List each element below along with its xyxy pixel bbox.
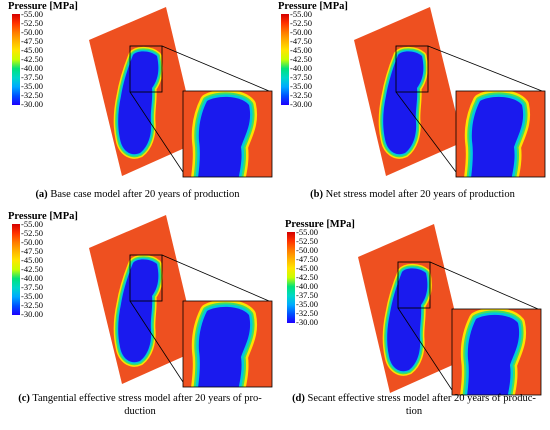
- depletion-plume: [382, 263, 432, 376]
- pressure-map: [89, 7, 273, 178]
- legend-tick-label: -52.50: [21, 228, 43, 238]
- zoom-inset: [183, 91, 272, 177]
- legend-tick-label: -55.00: [21, 219, 43, 229]
- legend-tick-label: -32.50: [296, 308, 318, 318]
- legend-tick-label: -30.00: [296, 317, 318, 327]
- legend-tick-label: -35.00: [21, 81, 43, 91]
- zoom-connector: [161, 254, 270, 302]
- legend-tick-label: -42.50: [21, 54, 43, 64]
- legend-tick-label: -35.00: [290, 81, 312, 91]
- legend-tick-label: -32.50: [21, 90, 43, 100]
- legend-tick-label: -32.50: [290, 90, 312, 100]
- color-bar: [12, 14, 20, 105]
- zoom-inset-frame: [182, 300, 273, 388]
- legend-tick-label: -55.00: [21, 9, 43, 19]
- legend-title: Pressure [MPa]: [285, 219, 355, 230]
- panel-caption: (a) Base case model after 20 years of pr…: [35, 189, 240, 200]
- legend-tick-label: -40.00: [296, 281, 318, 291]
- legend-tick-label: -47.50: [296, 254, 318, 264]
- legend-tick-label: -50.00: [290, 27, 312, 37]
- legend-tick-label: -50.00: [296, 245, 318, 255]
- legend-title: Pressure [MPa]: [8, 1, 78, 12]
- legend-tick-label: -37.50: [296, 290, 318, 300]
- depletion-plume: [113, 254, 163, 367]
- panel-caption: (c) Tangential effective stress model af…: [18, 393, 262, 417]
- zoom-inset-frame: [182, 90, 273, 178]
- zoom-connector: [397, 307, 453, 391]
- zoom-inset: [456, 91, 545, 177]
- zoom-connector: [427, 45, 543, 92]
- zoom-region-box: [395, 45, 429, 93]
- zoom-region-box: [397, 261, 431, 309]
- zoom-inset-frame: [451, 308, 542, 396]
- zoom-connector: [395, 91, 457, 173]
- legend-tick-label: -52.50: [290, 18, 312, 28]
- legend-tick-label: -47.50: [290, 36, 312, 46]
- legend-tick-label: -37.50: [290, 72, 312, 82]
- legend-tick-label: -30.00: [21, 309, 43, 319]
- zoom-connector: [161, 45, 270, 92]
- legend-tick-label: -42.50: [290, 54, 312, 64]
- legend-tick-label: -32.50: [21, 300, 43, 310]
- legend-tick-label: -47.50: [21, 36, 43, 46]
- legend-tick-label: -45.00: [21, 255, 43, 265]
- panel-d: Pressure [MPa] -55.00 -52.50 -50.00 -47.50-…: [275, 210, 550, 425]
- legend-tick-label: -40.00: [21, 273, 43, 283]
- legend-title: Pressure [MPa]: [278, 1, 348, 12]
- zoom-inset: [452, 309, 541, 395]
- panel-caption: (d) Secant effective stress model after …: [292, 393, 536, 417]
- zoom-region-box: [129, 45, 163, 93]
- legend-tick-label: -37.50: [21, 282, 43, 292]
- legend-tick-label: -45.00: [296, 263, 318, 273]
- legend-title: Pressure [MPa]: [8, 211, 78, 222]
- legend-tick-label: -50.00: [21, 27, 43, 37]
- legend-tick-label: -45.00: [290, 45, 312, 55]
- color-bar: [12, 224, 20, 315]
- pressure-map: [354, 7, 546, 178]
- legend-tick-label: -55.00: [290, 9, 312, 19]
- panel-caption: (b) Net stress model after 20 years of p…: [310, 189, 515, 200]
- legend-tick-label: -47.50: [21, 246, 43, 256]
- zoom-connector: [129, 91, 184, 173]
- zoom-inset-frame: [455, 90, 546, 178]
- legend-tick-label: -30.00: [290, 99, 312, 109]
- zoom-connector: [129, 300, 184, 383]
- panel-b: Pressure [MPa] -55.00 -52.50 -50.00 -47.50-…: [275, 0, 550, 215]
- color-bar: [287, 232, 295, 323]
- depletion-plume: [113, 46, 163, 159]
- legend-tick-label: -40.00: [290, 63, 312, 73]
- depletion-plume: [378, 46, 428, 159]
- panel-a: Pressure [MPa] -55.00 -52.50 -50.00 -47.50-…: [0, 0, 275, 215]
- legend-tick-label: -35.00: [296, 299, 318, 309]
- legend-tick-label: -35.00: [21, 291, 43, 301]
- pressure-map: [89, 215, 273, 388]
- pressure-map: [358, 224, 542, 396]
- legend-tick-label: -30.00: [21, 99, 43, 109]
- legend-tick-label: -42.50: [296, 272, 318, 282]
- legend-tick-label: -40.00: [21, 63, 43, 73]
- zoom-region-box: [129, 254, 163, 302]
- zoom-inset: [183, 301, 272, 387]
- legend-tick-label: -42.50: [21, 264, 43, 274]
- legend-tick-label: -52.50: [21, 18, 43, 28]
- color-bar: [281, 14, 289, 105]
- panel-c: Pressure [MPa] -55.00 -52.50 -50.00 -47.50-…: [0, 210, 275, 425]
- legend-tick-label: -52.50: [296, 236, 318, 246]
- legend-tick-label: -55.00: [296, 227, 318, 237]
- legend-tick-label: -37.50: [21, 72, 43, 82]
- legend-tick-label: -50.00: [21, 237, 43, 247]
- legend-tick-label: -45.00: [21, 45, 43, 55]
- zoom-connector: [429, 261, 539, 310]
